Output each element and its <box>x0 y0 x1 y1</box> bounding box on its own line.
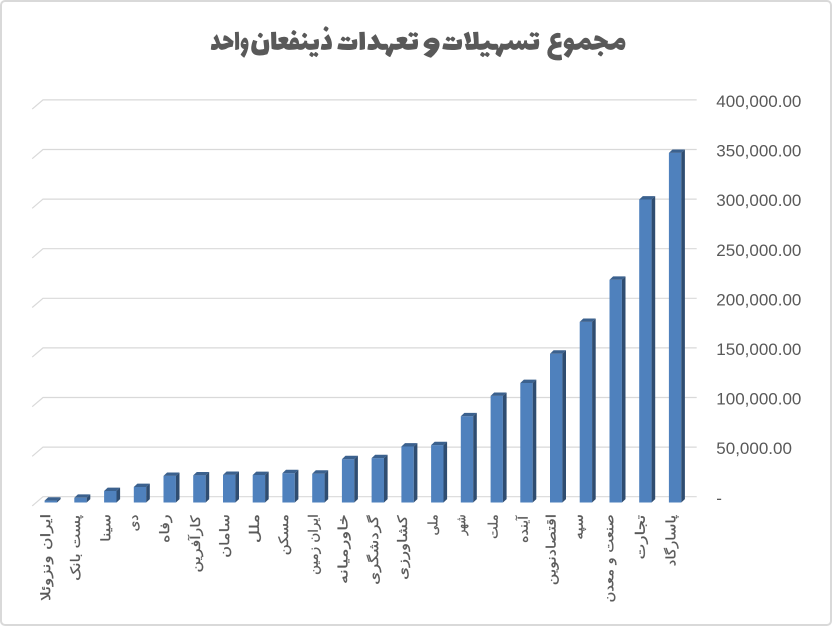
svg-text:50,000.00: 50,000.00 <box>716 439 792 458</box>
svg-text:100,000.00: 100,000.00 <box>716 390 801 409</box>
svg-text:350,000.00: 350,000.00 <box>716 142 801 161</box>
svg-text:-: - <box>716 489 722 508</box>
svg-text:300,000.00: 300,000.00 <box>716 191 801 210</box>
svg-text:150,000.00: 150,000.00 <box>716 340 801 359</box>
svg-text:200,000.00: 200,000.00 <box>716 290 801 309</box>
svg-text:400,000.00: 400,000.00 <box>716 92 801 111</box>
svg-text:250,000.00: 250,000.00 <box>716 241 801 260</box>
